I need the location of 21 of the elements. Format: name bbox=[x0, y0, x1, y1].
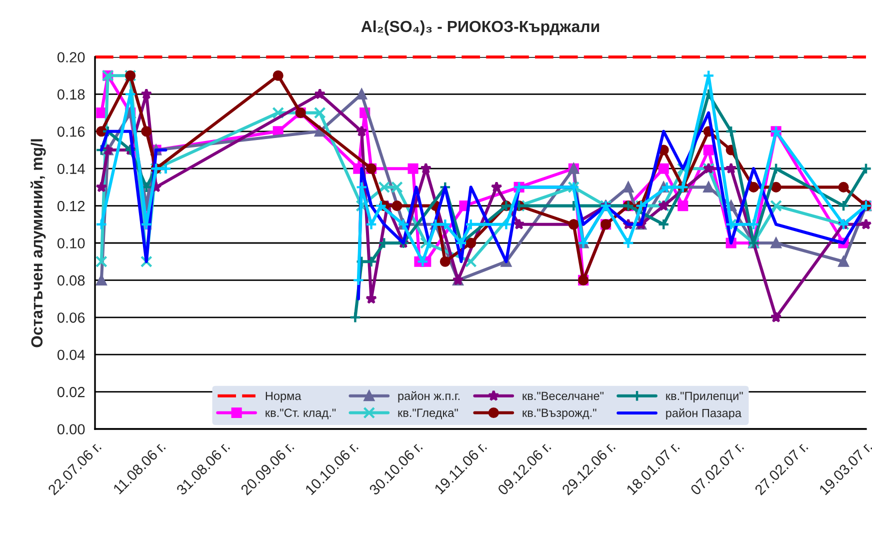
legend-label: кв."Гледка" bbox=[398, 408, 458, 420]
y-tick-label: 0.12 bbox=[57, 200, 85, 212]
chart-title: Al₂(SO₄)₃ - РИОКОЗ-Кърджали bbox=[361, 20, 600, 36]
y-tick-label: 0.00 bbox=[57, 424, 85, 434]
y-tick-label: 0.02 bbox=[57, 386, 85, 398]
y-tick-label: 0.04 bbox=[57, 350, 85, 360]
y-tick-label: 0.16 bbox=[57, 126, 85, 137]
legend-label: кв."Ст. клад." bbox=[266, 408, 336, 420]
y-tick-label: 0.18 bbox=[57, 89, 85, 100]
y-tick-label: 0.20 bbox=[57, 52, 85, 62]
y-tick-label: 0.10 bbox=[57, 238, 85, 248]
legend-label: кв."Прилепци" bbox=[666, 392, 743, 402]
legend-label: район ж.п.г. bbox=[398, 391, 460, 402]
y-tick-label: 0.08 bbox=[57, 275, 85, 286]
y-tick-label: 0.14 bbox=[57, 164, 85, 174]
legend-label: кв."Възрожд." bbox=[522, 408, 596, 420]
legend-label: Норма bbox=[266, 392, 302, 402]
legend-label: район Пазара bbox=[666, 408, 742, 420]
y-axis-title: Остатъчен алуминий, mg/l bbox=[30, 139, 46, 348]
y-tick-label: 0.06 bbox=[57, 312, 85, 323]
legend-label: кв."Веселчане" bbox=[522, 392, 604, 400]
